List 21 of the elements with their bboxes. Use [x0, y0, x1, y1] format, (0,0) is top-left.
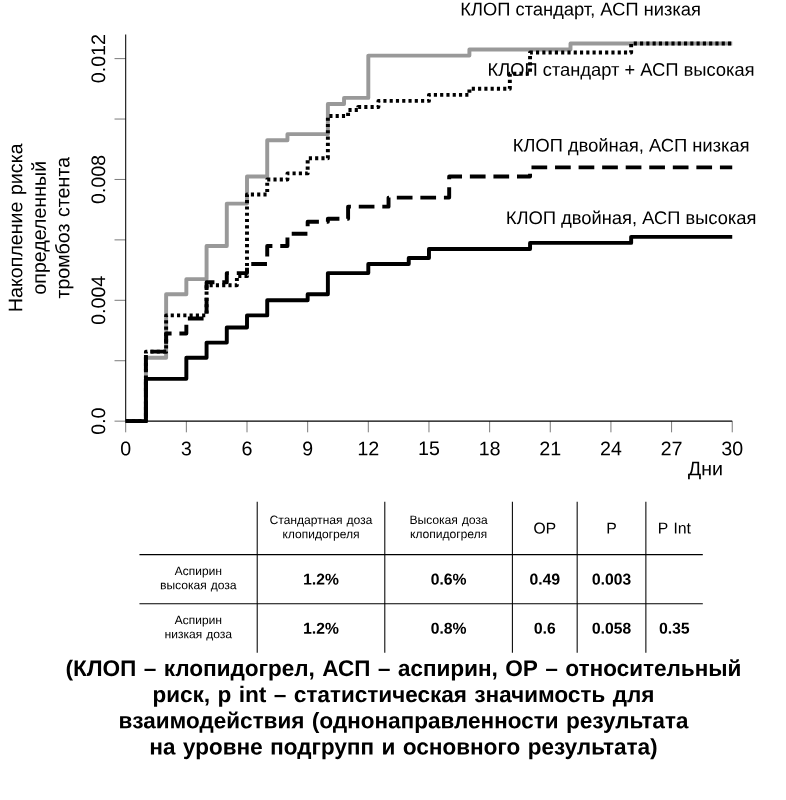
y-tick-label: 0.008	[91, 155, 106, 204]
y-tick-label: 0.0	[91, 408, 106, 435]
x-tick-label: 15	[419, 441, 440, 456]
y-tick-label: 0.004	[91, 276, 106, 325]
series-label: КЛОП стандарт, АСП низкая	[462, 2, 701, 20]
x-tick-label: 27	[662, 441, 682, 456]
x-tick-label: 3	[182, 441, 192, 456]
y-axis-title: Накопление риска определенный тромбоз стента	[9, 143, 74, 311]
x-tick-label: 9	[303, 441, 313, 456]
x-tick-label: 12	[359, 441, 379, 456]
x-axis-title: Дни	[688, 461, 722, 480]
series-label: КЛОП двойная, АСП высокая	[507, 210, 756, 228]
x-tick-label: 18	[480, 441, 501, 456]
x-tick-label: 6	[242, 441, 252, 456]
x-tick-label: 0	[121, 441, 131, 456]
y-tick-label: 0.012	[91, 35, 106, 83]
series-label: КЛОП двойная, АСП низкая	[514, 137, 749, 156]
x-tick-label: 21	[540, 441, 561, 456]
text: (КЛОП – клопидогрел, АСП – аспирин, ОР – относительный риск, p int – статистическая значимость для взаимодействия (однонаправленности результата на уровне подгрупп и основного результата)	[67, 659, 741, 760]
x-tick-label: 24	[601, 441, 622, 456]
x-tick-label: 30	[722, 441, 743, 456]
